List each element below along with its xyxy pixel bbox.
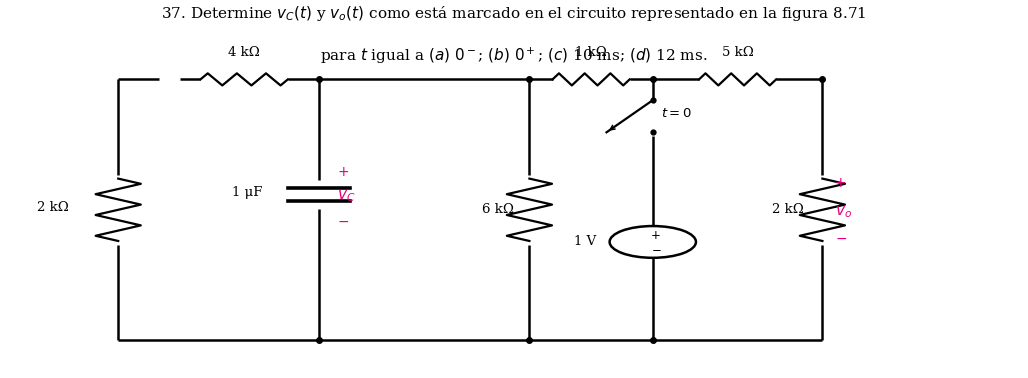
Text: 5 kΩ: 5 kΩ (722, 46, 754, 59)
Text: +: + (337, 165, 348, 179)
Text: +: + (651, 229, 661, 242)
Text: 1 V: 1 V (574, 235, 596, 248)
Text: 4 kΩ: 4 kΩ (228, 46, 260, 59)
Text: 37. Determine $v_C(t)$ y $v_o(t)$ como está marcado en el circuito representado : 37. Determine $v_C(t)$ y $v_o(t)$ como e… (161, 4, 867, 23)
Text: $t = 0$: $t = 0$ (661, 107, 692, 120)
Text: $v_o$: $v_o$ (835, 204, 852, 220)
Text: 1 μF: 1 μF (231, 186, 262, 199)
Text: $-$: $-$ (337, 214, 350, 228)
Text: $-$: $-$ (651, 242, 661, 255)
Text: +: + (835, 176, 846, 191)
Text: 2 kΩ: 2 kΩ (772, 203, 804, 216)
Text: 2 kΩ: 2 kΩ (37, 201, 69, 214)
Text: 6 kΩ: 6 kΩ (482, 203, 514, 216)
Text: para $t$ igual a $(a)$ $0^-$; $(b)$ $0^+$; $(c)$ 10 ms; $(d)$ 12 ms.: para $t$ igual a $(a)$ $0^-$; $(b)$ $0^+… (321, 45, 707, 66)
Text: $-$: $-$ (835, 231, 847, 245)
Text: $v_C$: $v_C$ (337, 189, 356, 204)
Text: 1 kΩ: 1 kΩ (576, 46, 607, 59)
